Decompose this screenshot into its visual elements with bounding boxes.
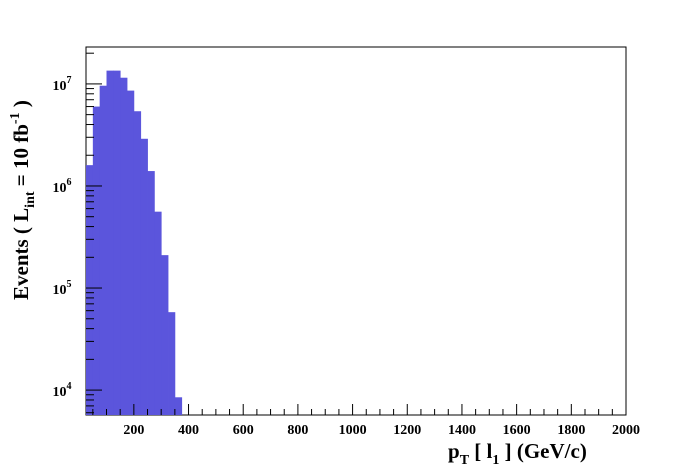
y-tick-base: 10 bbox=[53, 385, 67, 400]
y-tick-base: 10 bbox=[53, 79, 67, 94]
y-tick-label: 104 bbox=[53, 381, 72, 400]
x-title-sub-1: 1 bbox=[492, 453, 499, 468]
y-title-part2: = 10 fb bbox=[9, 124, 33, 191]
histogram-bar-1 bbox=[86, 165, 94, 415]
y-title-sup: -1 bbox=[8, 112, 23, 124]
x-title-sub-T: T bbox=[460, 453, 470, 468]
y-tick-exponent: 6 bbox=[67, 177, 72, 188]
x-tick-label: 1600 bbox=[503, 423, 531, 438]
histogram-bar-11 bbox=[154, 211, 162, 415]
x-tick-label: 1200 bbox=[393, 423, 421, 438]
x-tick-label: 600 bbox=[233, 423, 254, 438]
x-tick-label: 2000 bbox=[612, 423, 640, 438]
x-tick-label: 200 bbox=[123, 423, 144, 438]
y-title-sub-int: int bbox=[23, 191, 38, 208]
histogram-bar-2 bbox=[92, 106, 101, 415]
x-tick-label: 1400 bbox=[448, 423, 476, 438]
x-tick-label: 1800 bbox=[557, 423, 585, 438]
x-axis-title: pT [ l1 ] (GeV/c) bbox=[448, 439, 587, 468]
y-tick-exponent: 4 bbox=[67, 381, 72, 392]
x-tick-label: 1000 bbox=[339, 423, 367, 438]
x-title-part2: [ l bbox=[469, 439, 492, 463]
histogram-bars bbox=[86, 70, 183, 416]
y-tick-exponent: 7 bbox=[67, 75, 72, 86]
y-tick-label: 106 bbox=[53, 177, 72, 196]
histogram-bar-12 bbox=[161, 255, 169, 415]
y-tick-base: 10 bbox=[53, 283, 67, 298]
histogram-bar-7 bbox=[127, 90, 135, 415]
histogram-bar-5 bbox=[113, 70, 121, 416]
x-tick-label: 800 bbox=[287, 423, 308, 438]
x-tick-labels: 200 400 600 800 1000 1200 1400 1600 1800 2000 bbox=[123, 423, 640, 438]
y-title-part3: ) bbox=[9, 100, 33, 112]
histogram-bar-4 bbox=[106, 70, 114, 416]
y-tick-exponent: 5 bbox=[67, 279, 72, 290]
histogram-bar-3 bbox=[99, 85, 107, 415]
histogram-bar-13 bbox=[168, 312, 176, 415]
histogram-bar-8 bbox=[133, 111, 142, 415]
histogram-bar-9 bbox=[140, 138, 148, 415]
x-title-p: p bbox=[448, 439, 460, 463]
y-tick-label: 105 bbox=[53, 279, 72, 298]
histogram-bar-10 bbox=[147, 171, 155, 415]
histogram-bar-6 bbox=[120, 77, 128, 415]
y-axis-title: Events ( Lint = 10 fb-1 ) bbox=[8, 100, 38, 300]
axis-ticks bbox=[86, 52, 627, 415]
histogram-bar-14 bbox=[174, 397, 183, 415]
y-tick-base: 10 bbox=[53, 181, 67, 196]
x-title-part3: ] (GeV/c) bbox=[499, 439, 586, 463]
x-tick-label: 400 bbox=[178, 423, 199, 438]
y-tick-label: 107 bbox=[53, 75, 72, 94]
y-title-part1: Events ( L bbox=[9, 208, 33, 300]
